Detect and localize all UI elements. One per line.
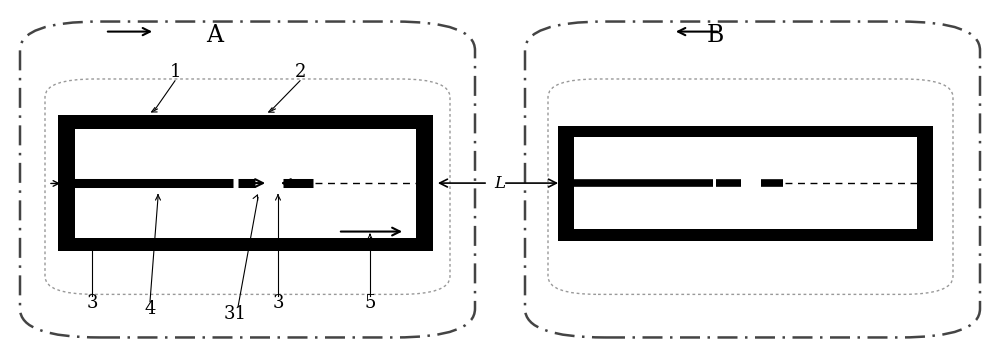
Text: L: L (494, 174, 506, 192)
Bar (558, 126, 933, 241)
Text: 4: 4 (144, 300, 156, 318)
Text: 3: 3 (86, 294, 98, 312)
Text: 31: 31 (224, 305, 246, 323)
Text: 2: 2 (294, 63, 306, 81)
Text: 1: 1 (169, 63, 181, 81)
Bar (75, 129, 416, 238)
Text: A: A (207, 24, 224, 47)
Text: B: B (706, 24, 724, 47)
Text: 3: 3 (272, 294, 284, 312)
Text: 5: 5 (364, 294, 376, 312)
Bar (574, 137, 917, 229)
Bar (58, 115, 433, 251)
